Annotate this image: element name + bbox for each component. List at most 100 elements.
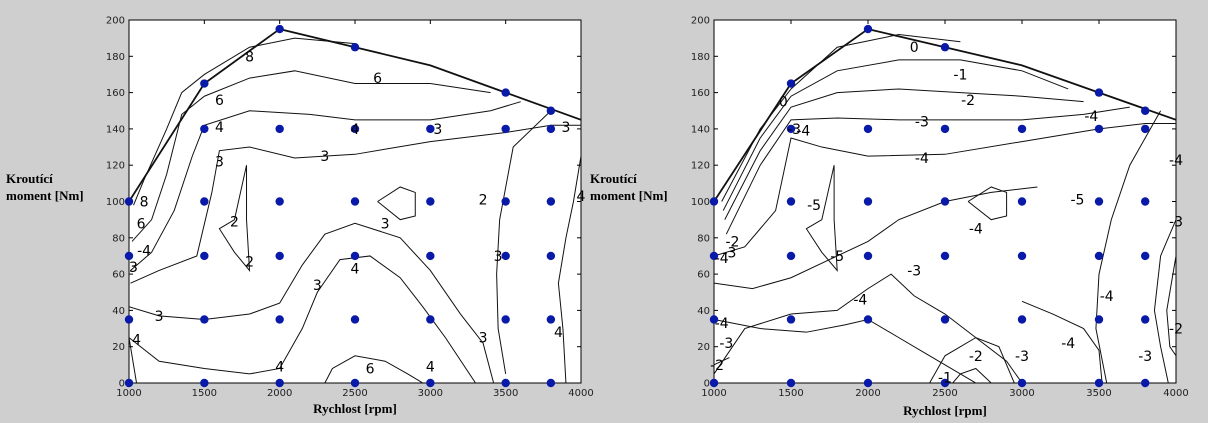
measurement-point [863,315,873,324]
contour-label: -5 [807,198,821,214]
y-tick-label: 20 [697,342,710,353]
measurement-point [501,197,510,206]
y-tick-label: 120 [106,161,125,172]
x-tick-label: 1500 [192,388,217,399]
contour-label: 4 [577,189,586,205]
contour-label: -1 [953,67,967,83]
y-axis-label-line: Kroutící [6,171,53,186]
measurement-point [501,251,510,261]
contour-label: 6 [215,93,224,109]
y-tick-label: 160 [691,88,710,99]
contour-label: 4 [132,332,141,348]
chart-panel-2: 1000 1500 2000 2500 3000 3500 4000020406080100… [590,16,1189,419]
measurement-point [1141,106,1150,115]
measurement-point [863,378,873,388]
contour-label: -1 [938,371,952,387]
contour-line-4 [557,156,581,383]
measurement-point [1141,315,1150,324]
contour-line-0 [721,34,961,202]
measurement-point [546,315,556,324]
contour-label: 2 [479,193,488,209]
y-axis-label-line: moment [Nm] [6,188,84,203]
contour-label: 3 [494,249,503,265]
measurement-point [786,315,796,324]
y-axis-label-line: Kroutící [590,171,637,186]
measurement-point [350,43,360,52]
measurement-point [275,24,284,34]
measurement-point [1094,315,1104,324]
measurement-point [275,251,284,261]
measurement-point [426,251,435,261]
x-tick-label: 3000 [1009,388,1034,399]
contour-line-minus2 [714,357,730,366]
measurement-point [863,197,873,206]
measurement-point [124,378,134,388]
measurement-point [709,315,719,324]
measurement-point [200,197,209,206]
measurement-point [940,378,950,388]
x-tick-label: 1000 [116,388,141,399]
y-tick-label: 20 [112,342,125,353]
measurement-point [124,315,134,324]
x-tick-label: 4000 [568,388,593,399]
measurement-point [350,315,360,324]
contour-line-minus1 [722,59,1069,211]
measurement-point [501,124,510,134]
x-tick-label: 1000 [701,388,726,399]
measurement-point [1017,251,1027,261]
contour-line-minus3 [725,106,1130,235]
measurement-point [546,106,556,115]
measurement-point [786,124,796,134]
contour-label: 3 [479,331,488,347]
contour-label: -4 [1061,336,1075,352]
x-tick-label: 4000 [1163,388,1188,399]
measurement-point [501,315,510,324]
contour-line-minus5 [805,165,838,272]
contour-label: 2 [230,214,239,230]
contour-label: -3 [722,245,736,261]
x-tick-label: 1500 [778,388,803,399]
contour-label: -2 [725,234,739,250]
measurement-point [200,79,209,88]
measurement-point [426,197,435,206]
contour-label: 4 [275,360,284,376]
measurement-point [546,251,556,261]
x-tick-label: 2500 [342,388,367,399]
contour-line-4 [130,101,521,271]
measurement-point [501,88,510,97]
contour-label: 4 [351,262,360,278]
contour-line-minus2 [929,337,1015,383]
contour-line-4 [129,255,476,383]
contour-label: 0 [910,40,919,56]
contour-label: -3 [907,263,921,279]
measurement-point [1094,88,1104,97]
contour-label: 3 [313,278,322,294]
measurement-point [426,315,435,324]
contour-line-6 [324,355,424,383]
contour-label: 3 [320,149,329,165]
measurement-point [426,378,435,388]
x-tick-label: 3500 [1086,388,1111,399]
contour-label: 4 [351,122,360,138]
x-tick-label: 2500 [932,388,957,399]
y-tick-label: 160 [106,88,125,99]
contour-line-minus3 [714,273,1023,383]
contour-label: -4 [853,293,867,309]
contour-label: -3 [787,122,801,138]
measurement-point [863,124,873,134]
contour-line-3 [130,124,581,284]
y-tick-label: 100 [691,197,710,208]
contour-label: 0 [779,95,788,111]
measurement-point [275,197,284,206]
measurement-point [940,197,950,206]
measurement-point [940,43,950,52]
measurement-point [501,378,510,388]
measurement-point [940,124,950,134]
y-axis-label: Kroutící moment [Nm] [590,171,668,203]
x-tick-label: 2000 [855,388,880,399]
contour-label: -4 [1100,289,1114,305]
y-axis-label: Kroutící moment [Nm] [6,171,84,203]
y-tick-label: 40 [697,306,710,317]
y-tick-label: 180 [106,52,125,63]
y-tick-label: 60 [112,270,125,281]
